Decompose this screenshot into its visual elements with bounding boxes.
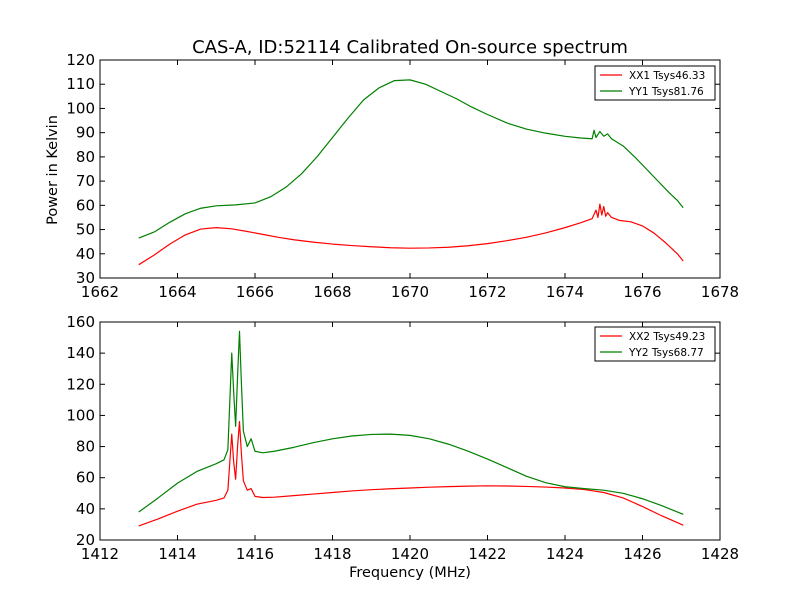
top-series-line-1: [138, 203, 684, 266]
x-axis-label: Frequency (MHz): [349, 565, 471, 581]
bottom-y-tick-label: 120: [66, 375, 95, 393]
top-plot-panel: 1662 1664 1666 1668 1670 1672 1674 1676 1678 30 40…: [66, 51, 739, 301]
top-x-tick-label: 1668: [313, 283, 351, 301]
bottom-x-tick-label: 1414: [158, 545, 196, 563]
top-y-tick-label: 110: [66, 75, 95, 93]
top-x-tick-label: 1676: [623, 283, 661, 301]
bottom-y-tick-label: 20: [76, 531, 95, 549]
top-y-tick-label: 60: [76, 196, 95, 214]
bottom-x-tick-label: 1422: [468, 545, 506, 563]
top-x-tick-label: 1664: [158, 283, 196, 301]
top-y-tick-label: 40: [76, 245, 95, 263]
top-y-tick-label: 70: [76, 172, 95, 190]
chart-title: CAS-A, ID:52114 Calibrated On-source spe…: [192, 37, 628, 58]
bottom-x-tick-label: 1412: [81, 545, 119, 563]
top-series-line-2: [138, 79, 684, 239]
top-legend-label-1: XX1 Tsys46.33: [629, 70, 705, 82]
bottom-x-tick-label: 1426: [623, 545, 661, 563]
bottom-y-tick-label: 80: [76, 438, 95, 456]
bottom-y-tick-label: 140: [66, 344, 95, 362]
bottom-x-tick-label: 1416: [236, 545, 274, 563]
bottom-x-tick-label: 1428: [701, 545, 739, 563]
bottom-plot-panel: 1412 1414 1416 1418 1420 1422 1424 1426 1428 20 40…: [66, 313, 739, 563]
top-y-axis-label: Power in Kelvin: [45, 115, 61, 225]
bottom-series-line-2: [138, 330, 684, 515]
bottom-x-tick-label: 1418: [313, 545, 351, 563]
top-y-tick-label: 90: [76, 124, 95, 142]
top-x-tick-label: 1674: [546, 283, 584, 301]
bottom-x-tick-label: 1424: [546, 545, 584, 563]
top-y-tick-label: 100: [66, 99, 95, 117]
top-y-tick-label: 80: [76, 148, 95, 166]
bottom-y-tick-label: 40: [76, 500, 95, 518]
bottom-legend: XX2 Tsys49.23 YY2 Tsys68.77: [594, 326, 716, 362]
top-x-tick-label: 1670: [391, 283, 429, 301]
top-y-tick-label: 30: [76, 269, 95, 287]
bottom-x-tick-label: 1420: [391, 545, 429, 563]
bottom-legend-label-1: XX2 Tsys49.23: [629, 331, 705, 343]
bottom-y-tick-label: 60: [76, 469, 95, 487]
bottom-y-tick-label: 100: [66, 406, 95, 424]
top-legend-label-2: YY1 Tsys81.76: [628, 86, 704, 98]
top-y-tick-label: 120: [66, 51, 95, 69]
top-x-tick-label: 1662: [81, 283, 119, 301]
top-y-tick-label: 50: [76, 221, 95, 239]
top-legend: XX1 Tsys46.33 YY1 Tsys81.76: [594, 65, 716, 101]
bottom-legend-label-2: YY2 Tsys68.77: [628, 347, 704, 359]
top-legend-box: [594, 65, 716, 101]
bottom-series-line-1: [138, 421, 684, 527]
bottom-y-tick-label: 160: [66, 313, 95, 331]
bottom-legend-box: [594, 326, 716, 362]
top-x-tick-label: 1678: [701, 283, 739, 301]
top-x-tick-label: 1666: [236, 283, 274, 301]
top-x-tick-label: 1672: [468, 283, 506, 301]
